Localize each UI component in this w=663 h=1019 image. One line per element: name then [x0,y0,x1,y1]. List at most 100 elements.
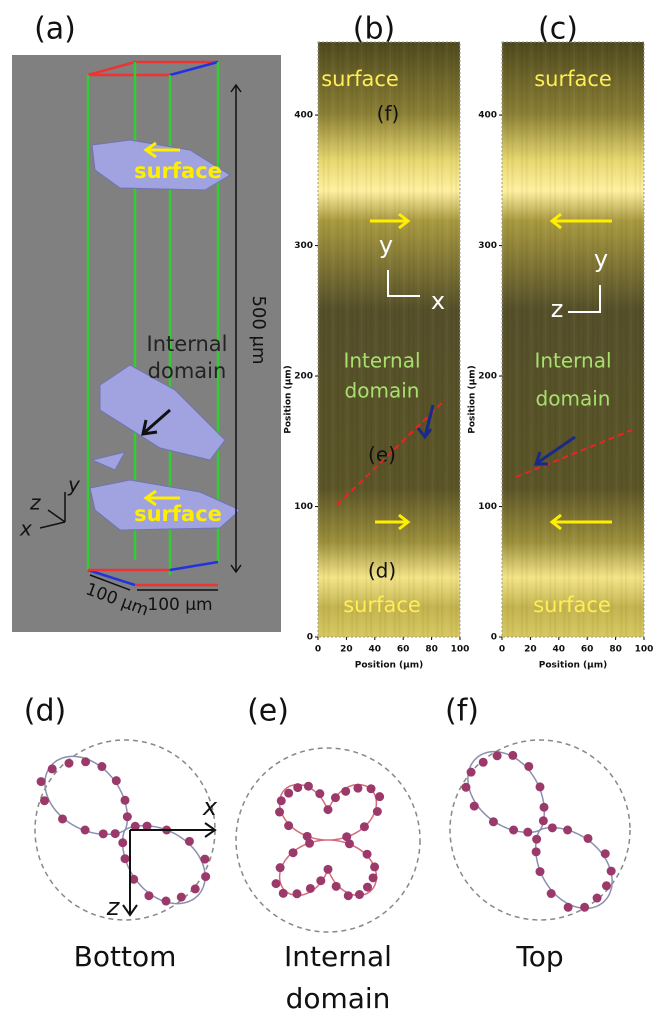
texture [611,42,613,637]
measured-point [112,776,121,785]
texture [606,42,608,637]
measured-point [536,782,545,791]
texture [346,42,348,637]
axis-letter: z [106,893,121,921]
measured-point [332,882,341,891]
y-tick-label: 200 [294,372,313,382]
annotation: surface [534,67,612,91]
y-tick-label: 300 [294,241,313,251]
x-tick-label: 60 [397,645,410,655]
measured-point [306,884,315,893]
measured-point [81,826,90,835]
annotation: surface [321,67,399,91]
texture [323,42,325,637]
x-axis-label: Position (μm) [539,661,608,671]
annotation: y [594,245,608,273]
axis-letter: z [29,491,41,515]
annotation: surface [134,159,222,183]
texture [549,42,551,637]
fit-curve [468,752,612,909]
y-tick-label: 100 [478,502,497,512]
measured-point [363,883,372,892]
texture [356,42,358,637]
x-tick-label: 60 [581,645,594,655]
annotation: x [431,287,445,315]
measured-point [272,879,281,888]
measured-point [369,873,378,882]
measured-point [532,835,541,844]
measured-point [111,829,120,838]
texture [597,42,599,637]
texture [342,42,344,637]
axis-letter: x [19,517,32,541]
measured-point [316,876,325,885]
texture [375,42,377,637]
annotation: (e) [368,443,396,467]
measured-point [162,897,171,906]
measured-point [279,889,288,898]
x-tick-label: 0 [499,645,505,655]
texture [620,42,622,637]
texture [545,42,547,637]
measured-point [303,832,312,841]
y-tick-label: 300 [478,241,497,251]
texture [578,42,580,637]
texture [592,42,594,637]
measured-point [37,777,46,786]
measured-point [121,854,130,863]
measured-point [118,838,127,847]
texture [587,42,589,637]
texture [535,42,537,637]
measured-point [97,762,106,771]
measured-point [201,872,210,881]
y-tick-label: 400 [294,111,313,121]
measured-point [121,796,130,805]
texture [507,42,509,637]
annotation: domain [536,387,611,411]
measured-point [523,828,532,837]
texture [521,42,523,637]
texture [408,42,410,637]
measured-point [539,816,548,825]
texture [568,42,570,637]
texture [398,42,400,637]
texture [403,42,405,637]
texture [351,42,353,637]
measured-point [580,903,589,912]
x-tick-label: 100 [635,645,654,655]
annotation: surface [343,593,421,617]
x-tick-label: 0 [315,645,321,655]
panel-c: (c)0100200300400020406080100Position (μm… [468,12,654,671]
measured-point [99,829,108,838]
panel-label: (e) [247,694,289,729]
measured-point [536,867,545,876]
y-axis-label: Position (μm) [468,365,478,434]
measured-point [289,848,298,857]
panel-label: (f) [445,694,479,729]
x-tick-label: 40 [553,645,566,655]
measured-point [363,850,372,859]
measured-point [58,814,67,823]
measured-point [509,826,518,835]
texture [380,42,382,637]
annotation: Internal [534,349,611,373]
texture [635,42,637,637]
annotation: y [379,231,393,259]
panel-label: (d) [24,694,66,729]
measured-point [564,903,573,912]
x-tick-label: 80 [425,645,438,655]
measured-point [177,893,186,902]
texture [432,42,434,637]
texture [441,42,443,637]
measured-point [548,823,557,832]
texture [573,42,575,637]
x-tick-label: 100 [451,645,470,655]
measured-point [275,808,284,817]
measured-point [144,891,153,900]
measured-point [370,862,379,871]
measured-point [532,847,541,856]
measured-point [583,834,592,843]
measured-point [373,807,382,816]
measured-point [461,783,470,792]
texture [394,42,396,637]
